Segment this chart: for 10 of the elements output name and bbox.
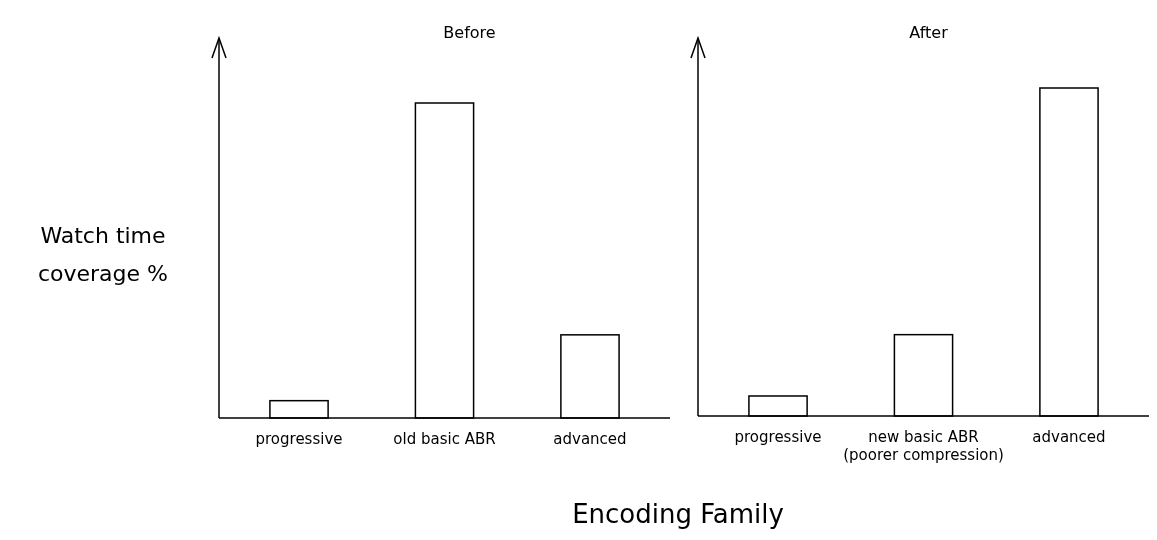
y-axis-title: Watch time coverage % (37, 223, 169, 286)
x-tick-label: progressive (734, 428, 822, 446)
x-tick-label: advanced (1032, 428, 1106, 446)
x-axis-title: Encoding Family (572, 499, 784, 529)
chart-title: After (909, 23, 949, 42)
x-tick-label: progressive (255, 430, 343, 448)
x-tick-label: advanced (553, 430, 627, 448)
chart-title: Before (443, 23, 496, 42)
x-tick-label: new basic ABR (poorer compression) (843, 428, 1004, 464)
x-tick-label: old basic ABR (393, 430, 496, 448)
